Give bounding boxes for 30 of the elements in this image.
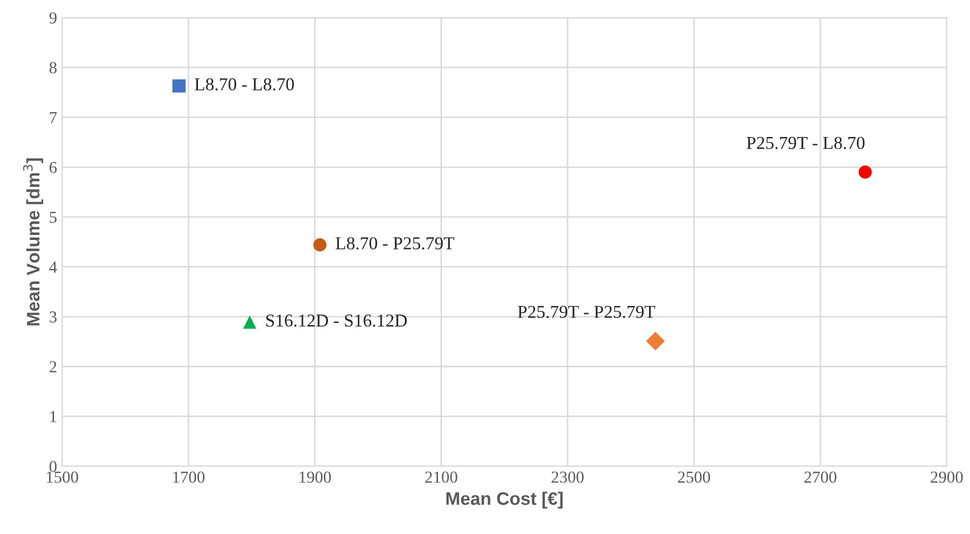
point: [172, 79, 186, 92]
y-tick-label: 1: [50, 411, 56, 422]
point: [313, 238, 326, 252]
x-tick-label: 2700: [804, 472, 836, 483]
y-tick-label: 3: [50, 311, 57, 323]
y-tick-label: 5: [50, 212, 57, 223]
x-tick-label: 2100: [425, 472, 458, 483]
point: [858, 166, 872, 179]
series-label: P25.79T - P25.79T: [518, 306, 656, 318]
y-axis-title: Mean Volume [dm$^{3}$]: [23, 158, 44, 326]
y-tick-label: 4: [49, 262, 57, 273]
x-tick-label: 1700: [173, 472, 204, 483]
x-axis-title: Mean Cost [€]: [446, 492, 563, 509]
series-label: L8.70 - P25.79T: [336, 237, 454, 250]
point: [646, 332, 665, 350]
y-tick-label: 8: [50, 62, 57, 74]
x-tick-label: 2900: [930, 472, 963, 483]
series-label: P25.79T - L8.70: [746, 136, 865, 150]
y-tick-label: 9: [49, 12, 57, 24]
x-tick-label: 1900: [300, 472, 331, 483]
x-tick-label: 1500: [46, 472, 78, 483]
point: [243, 316, 256, 329]
series-label: L8.70 - L8.70: [194, 78, 294, 90]
y-tick-label: 2: [50, 361, 56, 372]
x-tick-label: 2500: [678, 472, 710, 483]
y-tick-label: 6: [50, 162, 57, 174]
y-tick-label: 7: [50, 112, 57, 124]
y-tick-label: 0: [50, 460, 57, 472]
x-tick-label: 2300: [552, 472, 584, 483]
series-label: S16.12D - S16.12D: [266, 314, 407, 327]
